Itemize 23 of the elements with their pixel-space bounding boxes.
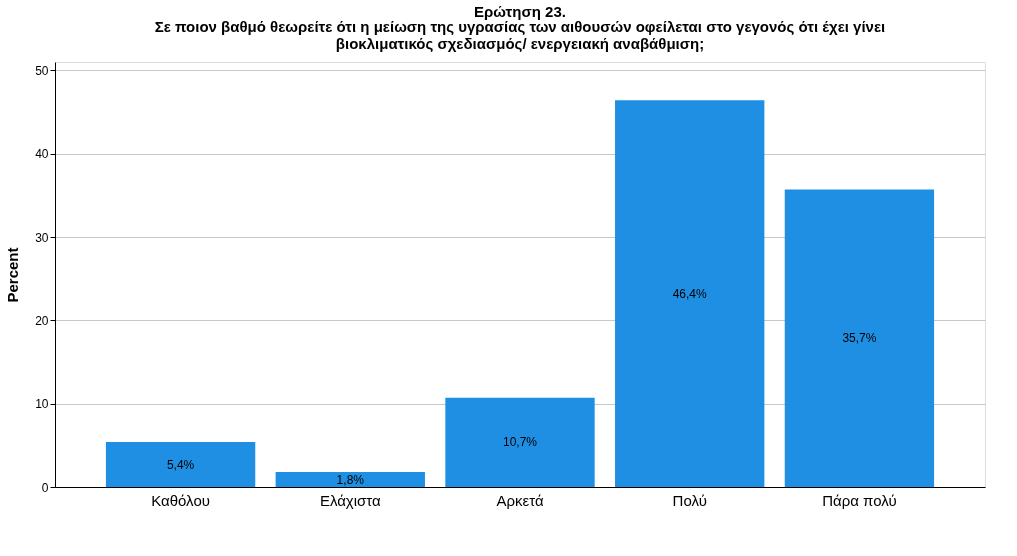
bar (784, 189, 935, 487)
bar (275, 472, 425, 487)
x-tick-label: Πάρα πολύ (822, 491, 897, 509)
x-tick-label: Πολύ (672, 491, 707, 509)
bar (445, 397, 595, 487)
y-tick-label: 40 (35, 147, 49, 162)
y-tick-label: 0 (41, 480, 49, 495)
y-tick-label: 20 (35, 313, 49, 328)
x-tick-label: Αρκετά (496, 491, 544, 509)
data-label: 46,4% (672, 286, 708, 301)
y-tick-label: 50 (35, 63, 49, 78)
y-tick-label: 30 (35, 230, 49, 245)
chart-title: Ερώτηση 23. (474, 3, 566, 20)
bar (105, 442, 256, 487)
bar (615, 100, 765, 487)
data-label: 35,7% (842, 331, 877, 346)
data-label: 1,8% (336, 472, 365, 487)
x-tick-label: Καθόλου (151, 491, 210, 509)
y-axis-title: Percent (4, 247, 22, 303)
data-label: 5,4% (166, 457, 195, 472)
data-label: 10,7% (502, 435, 538, 450)
y-tick-label: 10 (35, 397, 49, 412)
x-tick-label: Ελάχιστα (319, 491, 382, 509)
